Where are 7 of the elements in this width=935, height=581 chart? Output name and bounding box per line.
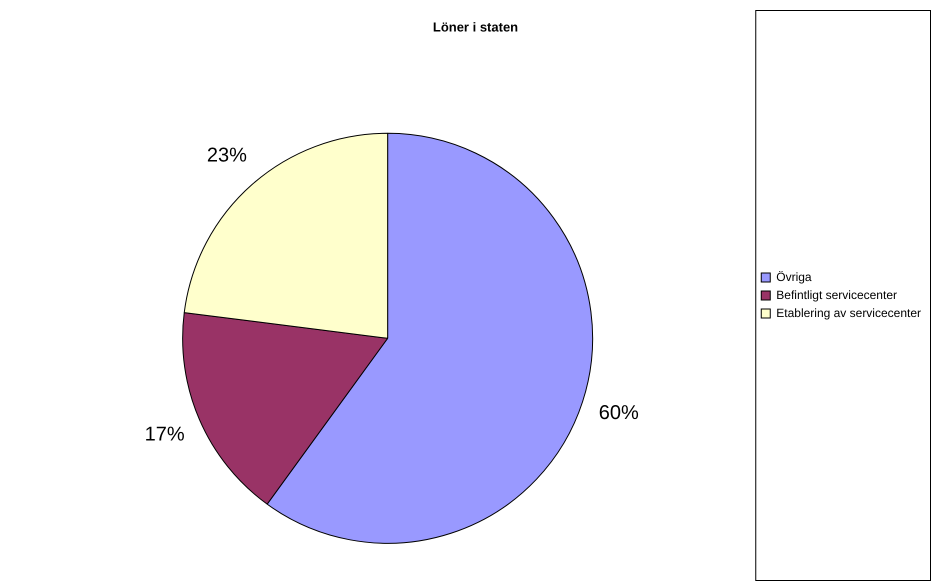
legend-label: Etablering av servicecenter xyxy=(776,306,922,320)
chart-title: Löner i staten xyxy=(432,19,518,34)
data-label: 60% xyxy=(598,402,639,424)
legend-label: Övriga xyxy=(776,270,812,284)
data-label: 17% xyxy=(144,423,185,446)
data-label: 23% xyxy=(206,144,248,167)
legend-label: Befintligt servicecenter xyxy=(776,288,897,302)
